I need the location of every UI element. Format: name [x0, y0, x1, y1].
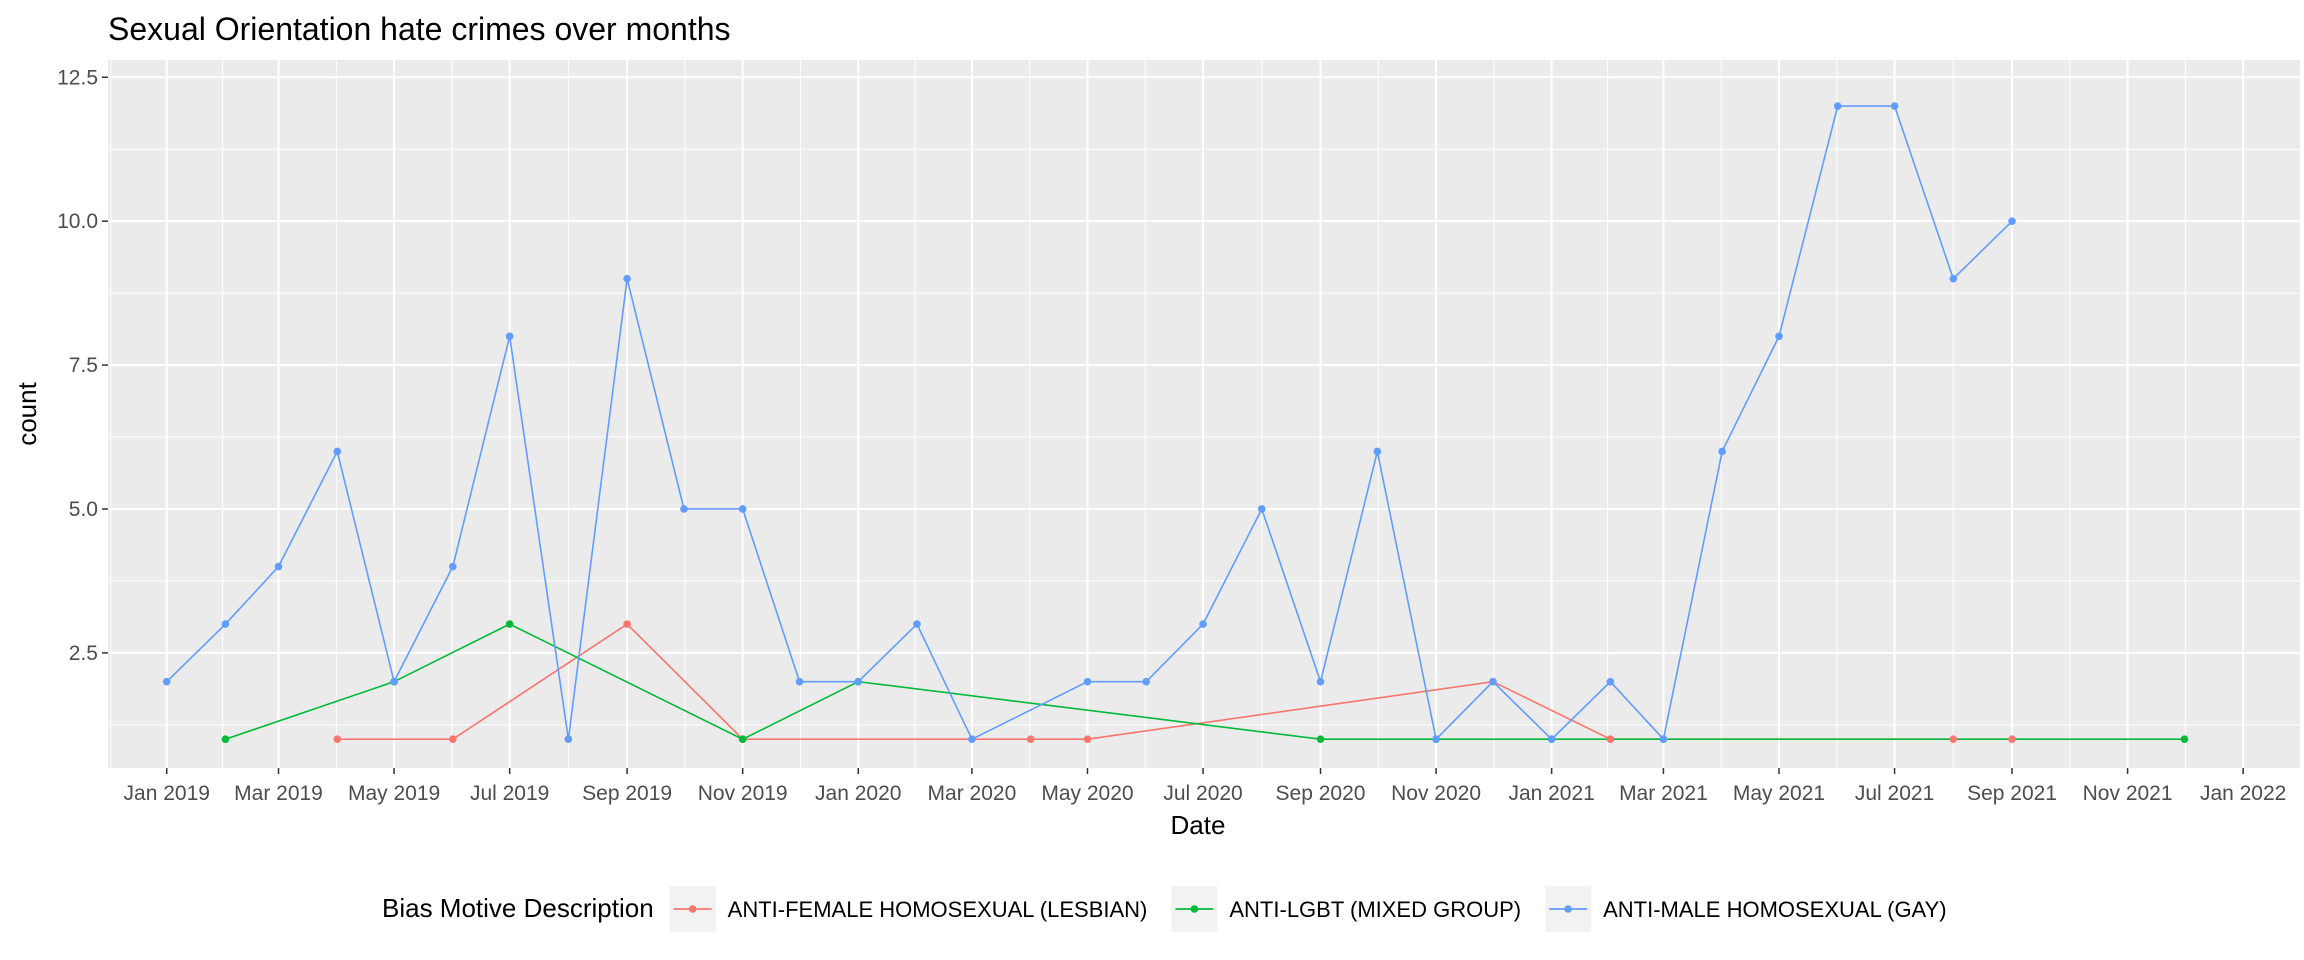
data-point — [1199, 620, 1207, 628]
data-point — [795, 677, 804, 686]
x-tick-label: Mar 2019 — [234, 782, 323, 805]
chart-title: Sexual Orientation hate crimes over mont… — [108, 11, 731, 47]
x-tick-label: Jan 2021 — [1508, 782, 1594, 805]
data-point — [1890, 102, 1899, 110]
data-point — [564, 735, 573, 744]
data-point — [968, 735, 976, 744]
data-point — [449, 562, 457, 571]
grid-major — [108, 60, 2300, 768]
data-point — [449, 735, 457, 744]
data-point — [1489, 677, 1497, 686]
x-tick-label: Jul 2021 — [1855, 782, 1934, 805]
data-point — [738, 735, 747, 744]
data-point — [623, 274, 631, 283]
data-point — [162, 677, 171, 686]
data-point — [505, 620, 514, 628]
data-point — [913, 620, 921, 628]
data-point — [505, 332, 514, 341]
data-point — [1316, 677, 1325, 686]
legend-key-point — [1190, 905, 1199, 913]
data-point — [1775, 332, 1783, 341]
data-point — [2008, 217, 2016, 225]
data-point — [2180, 735, 2189, 744]
x-axis-title: Date — [1171, 810, 1226, 840]
data-point — [390, 677, 398, 686]
x-tick-label: Mar 2021 — [1619, 782, 1708, 805]
legend-label: ANTI-MALE HOMOSEXUAL (GAY) — [1603, 897, 1947, 922]
legend-key-point — [688, 905, 697, 913]
x-tick-label: Nov 2019 — [698, 782, 788, 805]
data-point — [738, 505, 747, 513]
data-point — [221, 620, 230, 628]
data-point — [1547, 735, 1556, 744]
x-tick-label: Jul 2020 — [1163, 782, 1242, 805]
data-point — [1373, 447, 1382, 456]
x-tick-label: Jan 2019 — [124, 782, 210, 805]
data-point — [1083, 677, 1092, 686]
y-tick-label: 12.5 — [57, 66, 98, 89]
legend: Bias Motive Description ANTI-FEMALE HOMO… — [382, 886, 1947, 932]
y-tick-label: 2.5 — [69, 642, 98, 665]
y-axis-ticks: 2.5 5.0 7.5 10.0 12.5 — [57, 66, 108, 665]
x-tick-label: Sep 2021 — [1967, 782, 2057, 805]
data-point — [1142, 677, 1151, 686]
legend-label: ANTI-LGBT (MIXED GROUP) — [1229, 897, 1521, 922]
data-point — [680, 505, 688, 513]
data-point — [1833, 102, 1842, 110]
data-point — [333, 447, 342, 456]
x-tick-label: Nov 2020 — [1391, 782, 1481, 805]
data-point — [1606, 735, 1615, 744]
data-point — [1316, 735, 1325, 744]
x-tick-label: Sep 2019 — [582, 782, 672, 805]
y-axis-title: count — [12, 381, 42, 445]
data-point — [1432, 735, 1440, 744]
y-tick-label: 5.0 — [69, 498, 98, 521]
data-point — [623, 620, 631, 628]
legend-key-point — [1564, 905, 1572, 913]
data-point — [1949, 274, 1958, 283]
x-tick-label: Mar 2020 — [928, 782, 1017, 805]
data-point — [1659, 735, 1668, 744]
y-tick-label: 10.0 — [57, 210, 98, 233]
series-points — [162, 102, 2189, 744]
data-point — [221, 735, 230, 744]
y-tick-label: 7.5 — [69, 354, 98, 377]
x-tick-label: Jan 2020 — [815, 782, 901, 805]
data-point — [1083, 735, 1092, 744]
x-tick-label: May 2020 — [1041, 782, 1133, 805]
data-point — [274, 562, 283, 571]
data-point — [1606, 677, 1615, 686]
data-point — [1257, 505, 1266, 513]
legend-items: ANTI-FEMALE HOMOSEXUAL (LESBIAN) ANTI-LGB… — [669, 886, 1947, 932]
data-point — [854, 677, 863, 686]
data-point — [2008, 735, 2016, 744]
legend-label: ANTI-FEMALE HOMOSEXUAL (LESBIAN) — [728, 897, 1148, 922]
x-tick-label: Sep 2020 — [1276, 782, 1366, 805]
x-tick-label: Nov 2021 — [2083, 782, 2173, 805]
x-tick-label: Jan 2022 — [2200, 782, 2286, 805]
legend-title: Bias Motive Description — [382, 893, 654, 923]
x-tick-label: Jul 2019 — [470, 782, 549, 805]
x-tick-label: May 2019 — [348, 782, 440, 805]
data-point — [1718, 447, 1726, 456]
data-point — [333, 735, 342, 744]
data-point — [1026, 735, 1035, 744]
x-axis-ticks: Jan 2019 Mar 2019 May 2019 Jul 2019 Sep 2019… — [124, 768, 2286, 805]
series-line-2 — [166, 105, 2013, 741]
x-tick-label: May 2021 — [1733, 782, 1825, 805]
data-point — [1949, 735, 1958, 744]
